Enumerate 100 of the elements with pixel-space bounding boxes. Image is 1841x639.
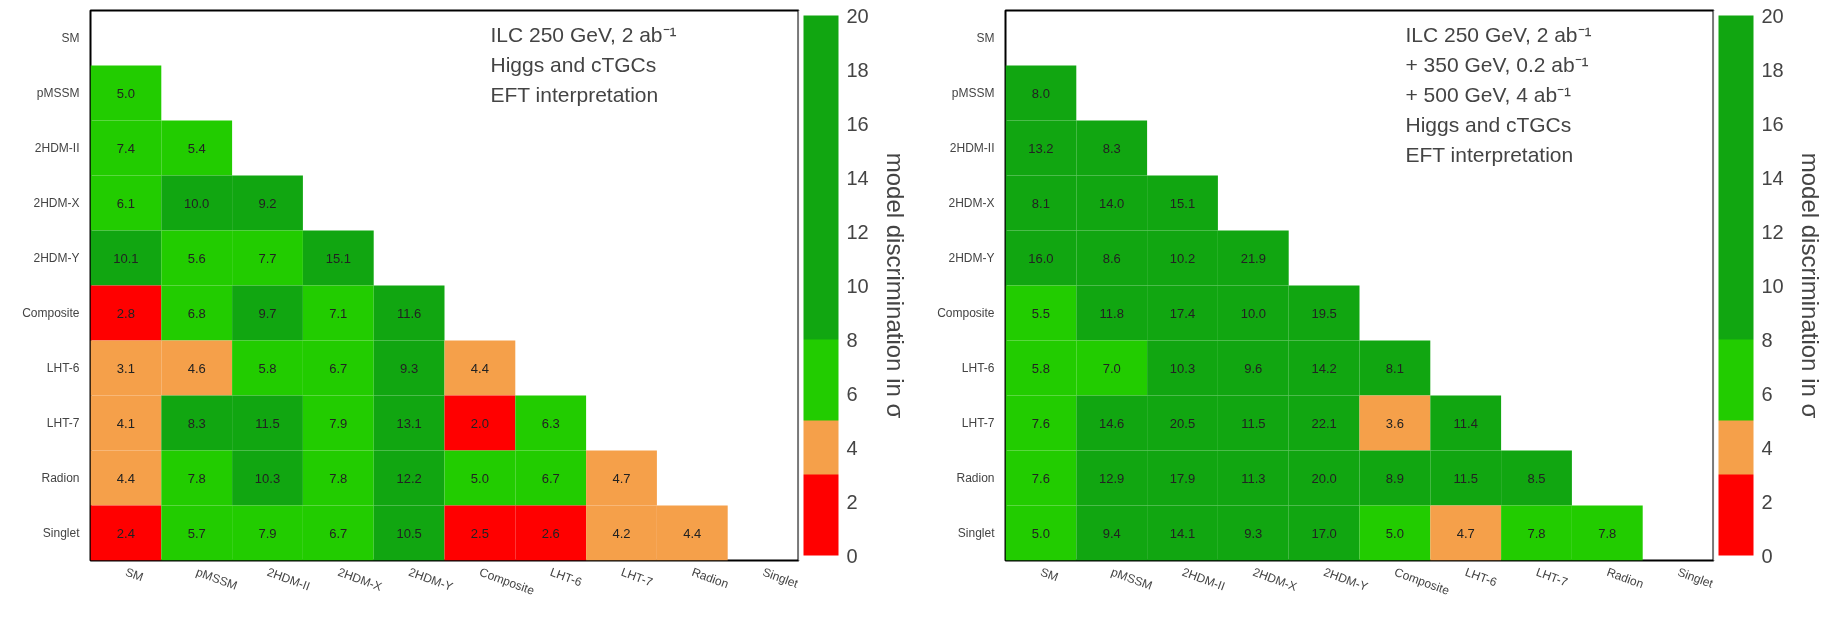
annotation: + 350 GeV, 0.2 ab⁻¹ xyxy=(1405,52,1589,76)
x-tick-label: Radion xyxy=(689,564,731,592)
y-tick-label: SM xyxy=(61,31,80,45)
color-bar-label: 2 xyxy=(846,490,858,513)
data-label: 8.1 xyxy=(1031,195,1050,211)
data-label: 10.5 xyxy=(396,525,422,541)
y-tick-label: SM xyxy=(976,31,995,45)
data-label: 4.2 xyxy=(612,525,631,541)
y-tick-label: 2HDM-II xyxy=(34,141,80,155)
data-label: 14.2 xyxy=(1311,360,1337,376)
data-label: 12.9 xyxy=(1099,470,1125,486)
data-label: 7.7 xyxy=(258,250,277,266)
data-label: 16.0 xyxy=(1028,250,1054,266)
data-label: 8.0 xyxy=(1031,85,1050,101)
x-tick-label: SM xyxy=(1038,564,1061,585)
color-bar-label: 18 xyxy=(846,58,869,81)
y-tick-label: pMSSM xyxy=(951,86,995,100)
data-label: 6.7 xyxy=(329,360,348,376)
annotation: + 500 GeV, 4 ab⁻¹ xyxy=(1405,82,1572,106)
x-tick-label: LHT-7 xyxy=(619,564,655,590)
y-tick-label: Singlet xyxy=(42,526,81,540)
y-tick-label: Composite xyxy=(937,306,995,320)
color-bar-label: 10 xyxy=(1761,274,1784,297)
y-tick-label: LHT-7 xyxy=(46,416,80,430)
data-label: 14.6 xyxy=(1099,415,1125,431)
color-bar-title: model discrimination in σ xyxy=(881,152,909,419)
data-label: 13.2 xyxy=(1028,140,1054,156)
data-label: 9.4 xyxy=(1102,525,1121,541)
data-label: 11.5 xyxy=(1453,470,1478,486)
x-tick-label: Radion xyxy=(1604,564,1646,592)
data-label: 11.6 xyxy=(396,305,422,321)
data-label: 8.1 xyxy=(1385,360,1404,376)
data-label: 8.6 xyxy=(1102,250,1121,266)
data-label: 4.4 xyxy=(470,360,489,376)
data-label: 5.4 xyxy=(187,140,206,156)
data-label: 20.5 xyxy=(1169,415,1196,431)
data-label: 10.2 xyxy=(1169,250,1196,266)
data-label: 7.8 xyxy=(187,470,206,486)
data-label: 11.4 xyxy=(1453,415,1478,431)
x-tick-label: LHT-7 xyxy=(1534,564,1570,590)
y-tick-label: pMSSM xyxy=(36,86,80,100)
data-label: 10.3 xyxy=(1169,360,1196,376)
data-label: 21.9 xyxy=(1240,250,1266,266)
data-label: 5.8 xyxy=(1031,360,1050,376)
y-tick-label: LHT-6 xyxy=(961,361,995,375)
data-label: 7.9 xyxy=(258,525,277,541)
data-label: 7.9 xyxy=(329,415,348,431)
color-bar-label: 8 xyxy=(1761,328,1773,351)
color-bar-label: 16 xyxy=(1761,112,1784,135)
y-tick-label: 2HDM-X xyxy=(33,196,80,210)
data-label: 5.0 xyxy=(116,85,135,101)
data-label: 11.5 xyxy=(255,415,280,431)
data-label: 14.0 xyxy=(1099,195,1125,211)
data-label: 9.2 xyxy=(258,195,277,211)
data-label: 4.6 xyxy=(187,360,206,376)
data-label: 8.3 xyxy=(1102,140,1121,156)
data-label: 2.6 xyxy=(541,525,560,541)
data-label: 7.1 xyxy=(329,305,348,321)
y-tick-label: 2HDM-Y xyxy=(33,251,80,265)
data-label: 6.7 xyxy=(541,470,560,486)
color-bar-label: 10 xyxy=(846,274,869,297)
color-bar-label: 16 xyxy=(846,112,869,135)
y-tick-label: Radion xyxy=(41,471,80,485)
data-label: 4.4 xyxy=(683,525,702,541)
data-label: 4.7 xyxy=(612,470,631,486)
data-label: 15.1 xyxy=(1169,195,1196,211)
data-label: 10.0 xyxy=(184,195,210,211)
annotation: Higgs and cTGCs xyxy=(1405,112,1572,136)
color-bar-label: 14 xyxy=(1761,166,1784,189)
annotation: ILC 250 GeV, 2 ab⁻¹ xyxy=(490,22,677,46)
color-bar-label: 0 xyxy=(1761,544,1773,567)
y-tick-label: 2HDM-Y xyxy=(948,251,995,265)
data-label: 2.5 xyxy=(470,525,489,541)
data-label: 2.4 xyxy=(116,525,135,541)
data-label: 5.7 xyxy=(187,525,206,541)
color-bar-label: 12 xyxy=(1761,220,1784,243)
data-label: 7.6 xyxy=(1031,470,1050,486)
x-tick-label: LHT-6 xyxy=(548,564,585,590)
data-label: 20.0 xyxy=(1311,470,1337,486)
data-label: 11.5 xyxy=(1241,415,1266,431)
data-label: 10.0 xyxy=(1240,305,1266,321)
data-label: 8.5 xyxy=(1527,470,1546,486)
data-label: 9.6 xyxy=(1244,360,1263,376)
data-label: 4.1 xyxy=(116,415,135,431)
x-tick-label: Singlet xyxy=(760,564,801,591)
data-label: 11.8 xyxy=(1099,305,1124,321)
data-label: 9.7 xyxy=(258,305,277,321)
data-label: 3.6 xyxy=(1385,415,1404,431)
y-tick-label: 2HDM-X xyxy=(948,196,995,210)
data-label: 5.0 xyxy=(470,470,489,486)
data-label: 22.1 xyxy=(1311,415,1337,431)
annotation: EFT interpretation xyxy=(490,82,659,106)
data-label: 8.3 xyxy=(187,415,206,431)
data-label: 12.2 xyxy=(396,470,422,486)
data-label: 19.5 xyxy=(1311,305,1337,321)
color-bar-label: 6 xyxy=(846,382,858,405)
data-label: 4.4 xyxy=(116,470,135,486)
data-label: 9.3 xyxy=(1244,525,1263,541)
color-bar-label: 2 xyxy=(1761,490,1773,513)
data-label: 5.6 xyxy=(187,250,206,266)
